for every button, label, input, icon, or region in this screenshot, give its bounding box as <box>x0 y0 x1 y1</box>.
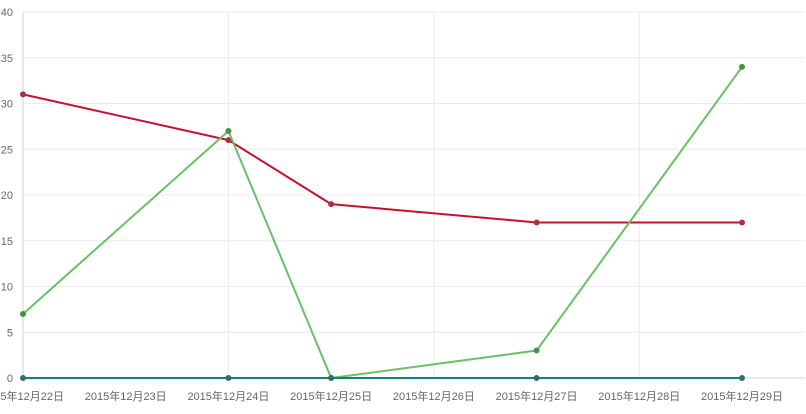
y-tick-label: 5 <box>7 327 13 339</box>
data-point[interactable] <box>533 219 540 226</box>
y-tick-label: 15 <box>1 236 13 248</box>
y-tick-label: 20 <box>1 190 13 202</box>
y-tick-label: 0 <box>7 373 13 385</box>
x-tick-label: 2015年12月25日 <box>290 389 372 403</box>
data-point[interactable] <box>739 375 745 381</box>
data-point[interactable] <box>20 310 26 317</box>
y-tick-label: 30 <box>1 99 13 111</box>
data-point[interactable] <box>225 375 232 381</box>
x-tick-label: 2015年12月26日 <box>393 389 475 403</box>
y-tick-label: 35 <box>1 53 13 65</box>
x-tick-label: 2015年12月23日 <box>85 389 167 403</box>
series-lines <box>20 63 745 381</box>
x-tick-label: 2015年12月22日 <box>0 389 64 403</box>
data-point[interactable] <box>225 127 232 134</box>
data-point[interactable] <box>533 347 540 354</box>
x-tick-label: 2015年12月27日 <box>496 389 578 403</box>
series-1 <box>20 91 745 226</box>
data-point[interactable] <box>739 219 745 226</box>
series-1-line <box>22 93 742 224</box>
data-point[interactable] <box>225 137 232 144</box>
data-point[interactable] <box>533 375 540 381</box>
data-point[interactable] <box>20 375 26 381</box>
y-tick-label: 10 <box>1 282 13 294</box>
data-point[interactable] <box>20 91 26 98</box>
data-point[interactable] <box>328 375 335 381</box>
y-tick-label: 40 <box>1 7 13 19</box>
data-point[interactable] <box>328 201 335 208</box>
tick-labels: 0 5 10 15 20 25 30 35 40 2015年12月22日 2015年12月23日 20… <box>0 7 783 403</box>
x-tick-label: 2015年12月24日 <box>187 389 269 403</box>
data-point[interactable] <box>739 63 745 70</box>
x-tick-label: 2015年12月28日 <box>598 389 680 403</box>
x-tick-label: 2015年12月29日 <box>701 389 783 403</box>
grid <box>22 11 805 379</box>
series-3 <box>20 375 745 381</box>
y-tick-label: 25 <box>1 144 13 156</box>
